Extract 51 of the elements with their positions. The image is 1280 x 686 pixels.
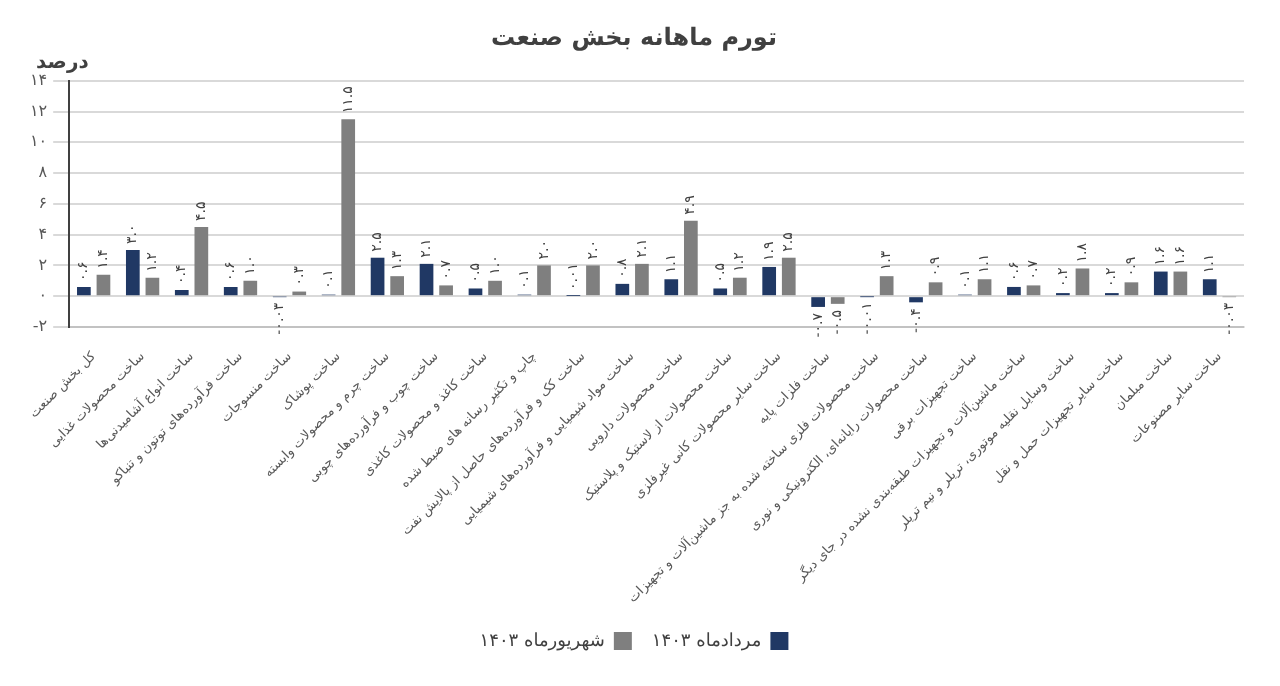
bar — [1153, 271, 1168, 296]
bar — [1026, 285, 1041, 296]
bar — [830, 297, 845, 304]
bar — [390, 276, 405, 296]
y-tick-label: -۲ — [32, 317, 48, 336]
bar — [1173, 271, 1188, 296]
bar — [145, 277, 160, 296]
bar — [811, 297, 825, 307]
y-tick-label: ۶ — [38, 194, 48, 213]
bar — [1007, 286, 1021, 296]
bar — [468, 288, 483, 296]
y-tick-label: ۱۰ — [30, 132, 48, 151]
bar — [909, 297, 923, 303]
bar — [370, 257, 385, 296]
bar — [664, 279, 679, 296]
legend-label: شهریورماه ۱۴۰۳ — [479, 631, 605, 652]
bar — [781, 257, 796, 296]
bar — [194, 226, 209, 296]
bar — [439, 285, 453, 296]
y-tick-label: ۱۲ — [30, 101, 48, 120]
bar — [732, 277, 747, 296]
bar — [77, 286, 91, 296]
legend-label: مردادماه ۱۴۰۳ — [651, 631, 762, 652]
bar — [223, 286, 238, 296]
bar — [586, 265, 600, 296]
bar — [977, 279, 992, 296]
bar — [684, 220, 698, 296]
y-tick-label: ۸ — [38, 163, 49, 182]
bar — [243, 280, 258, 296]
bar — [537, 265, 551, 296]
y-tick-label: ۴ — [38, 224, 48, 243]
bar — [488, 280, 502, 296]
bar — [1202, 279, 1217, 296]
bar — [96, 274, 111, 296]
bar — [1075, 268, 1090, 296]
bar — [762, 266, 777, 296]
bar — [928, 282, 943, 296]
bar — [1124, 282, 1139, 296]
bar — [419, 263, 434, 296]
bar — [635, 263, 649, 296]
y-tick-label: ۲ — [38, 255, 48, 274]
bar — [879, 276, 894, 296]
bar — [341, 119, 356, 296]
bar — [615, 283, 630, 296]
bar — [713, 288, 728, 296]
bar — [174, 290, 189, 296]
bar — [125, 250, 140, 296]
chart-title: تورم ماهانه بخش صنعت — [491, 22, 777, 51]
y-axis-title: درصد — [36, 52, 89, 74]
y-tick-label: ۰ — [38, 286, 48, 305]
y-tick-label: ۱۴ — [30, 70, 48, 89]
